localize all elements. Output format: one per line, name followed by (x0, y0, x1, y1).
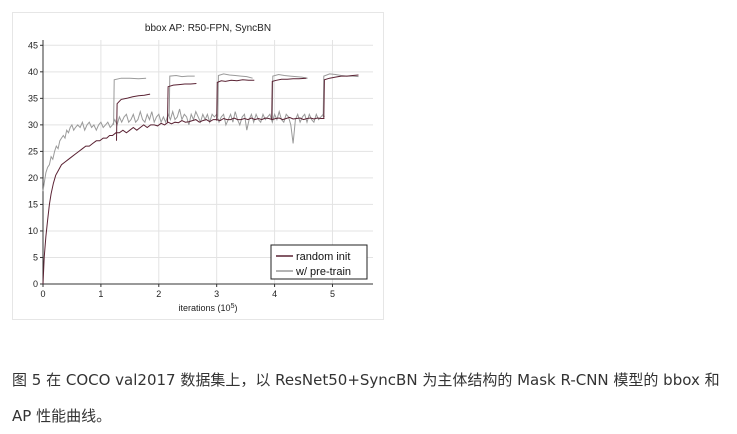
series-line-random-init (216, 79, 255, 121)
figure-caption: 图 5 在 COCO val2017 数据集上，以 ResNet50+SyncB… (12, 371, 720, 425)
series-line-random-init (116, 93, 151, 141)
series-line-random-init (167, 83, 197, 123)
y-tick-label: 45 (28, 40, 38, 50)
x-tick-label: 2 (156, 289, 161, 299)
series-line-pre-train (217, 73, 253, 117)
x-tick-label: 3 (214, 289, 219, 299)
y-tick-label: 0 (33, 279, 38, 289)
series-line-pre-train (322, 73, 359, 117)
series-line-pre-train (113, 77, 147, 125)
chart-figure: bbox AP: R50-FPN, SyncBN 0 5 10 15 20 25 30 35 40… (12, 12, 384, 320)
x-tick-label: 0 (40, 289, 45, 299)
series-line-pre-train (168, 74, 195, 117)
legend-box (270, 244, 368, 280)
y-tick-label: 5 (33, 252, 38, 262)
y-tick-label: 10 (28, 226, 38, 236)
legend-label: w/ pre-train (295, 266, 351, 278)
y-tick-label: 20 (28, 173, 38, 183)
series-line-random-init (323, 74, 359, 119)
y-tick-label: 25 (28, 146, 38, 156)
y-tick-label: 15 (28, 199, 38, 209)
y-tick-label: 30 (28, 120, 38, 130)
x-axis-title: iterations (105) (179, 303, 238, 314)
x-tick-label: 1 (98, 289, 103, 299)
series-line-random-init (42, 116, 325, 285)
line-chart: bbox AP: R50-FPN, SyncBN0510152025303540… (28, 23, 373, 314)
series-line-pre-train (271, 73, 308, 120)
legend-label: random init (296, 251, 350, 263)
x-tick-label: 5 (330, 289, 335, 299)
y-tick-label: 40 (28, 67, 38, 77)
y-tick-label: 35 (28, 93, 38, 103)
x-tick-label: 4 (272, 289, 277, 299)
series-line-random-init (271, 77, 307, 120)
chart-title: bbox AP: R50-FPN, SyncBN (145, 23, 271, 34)
